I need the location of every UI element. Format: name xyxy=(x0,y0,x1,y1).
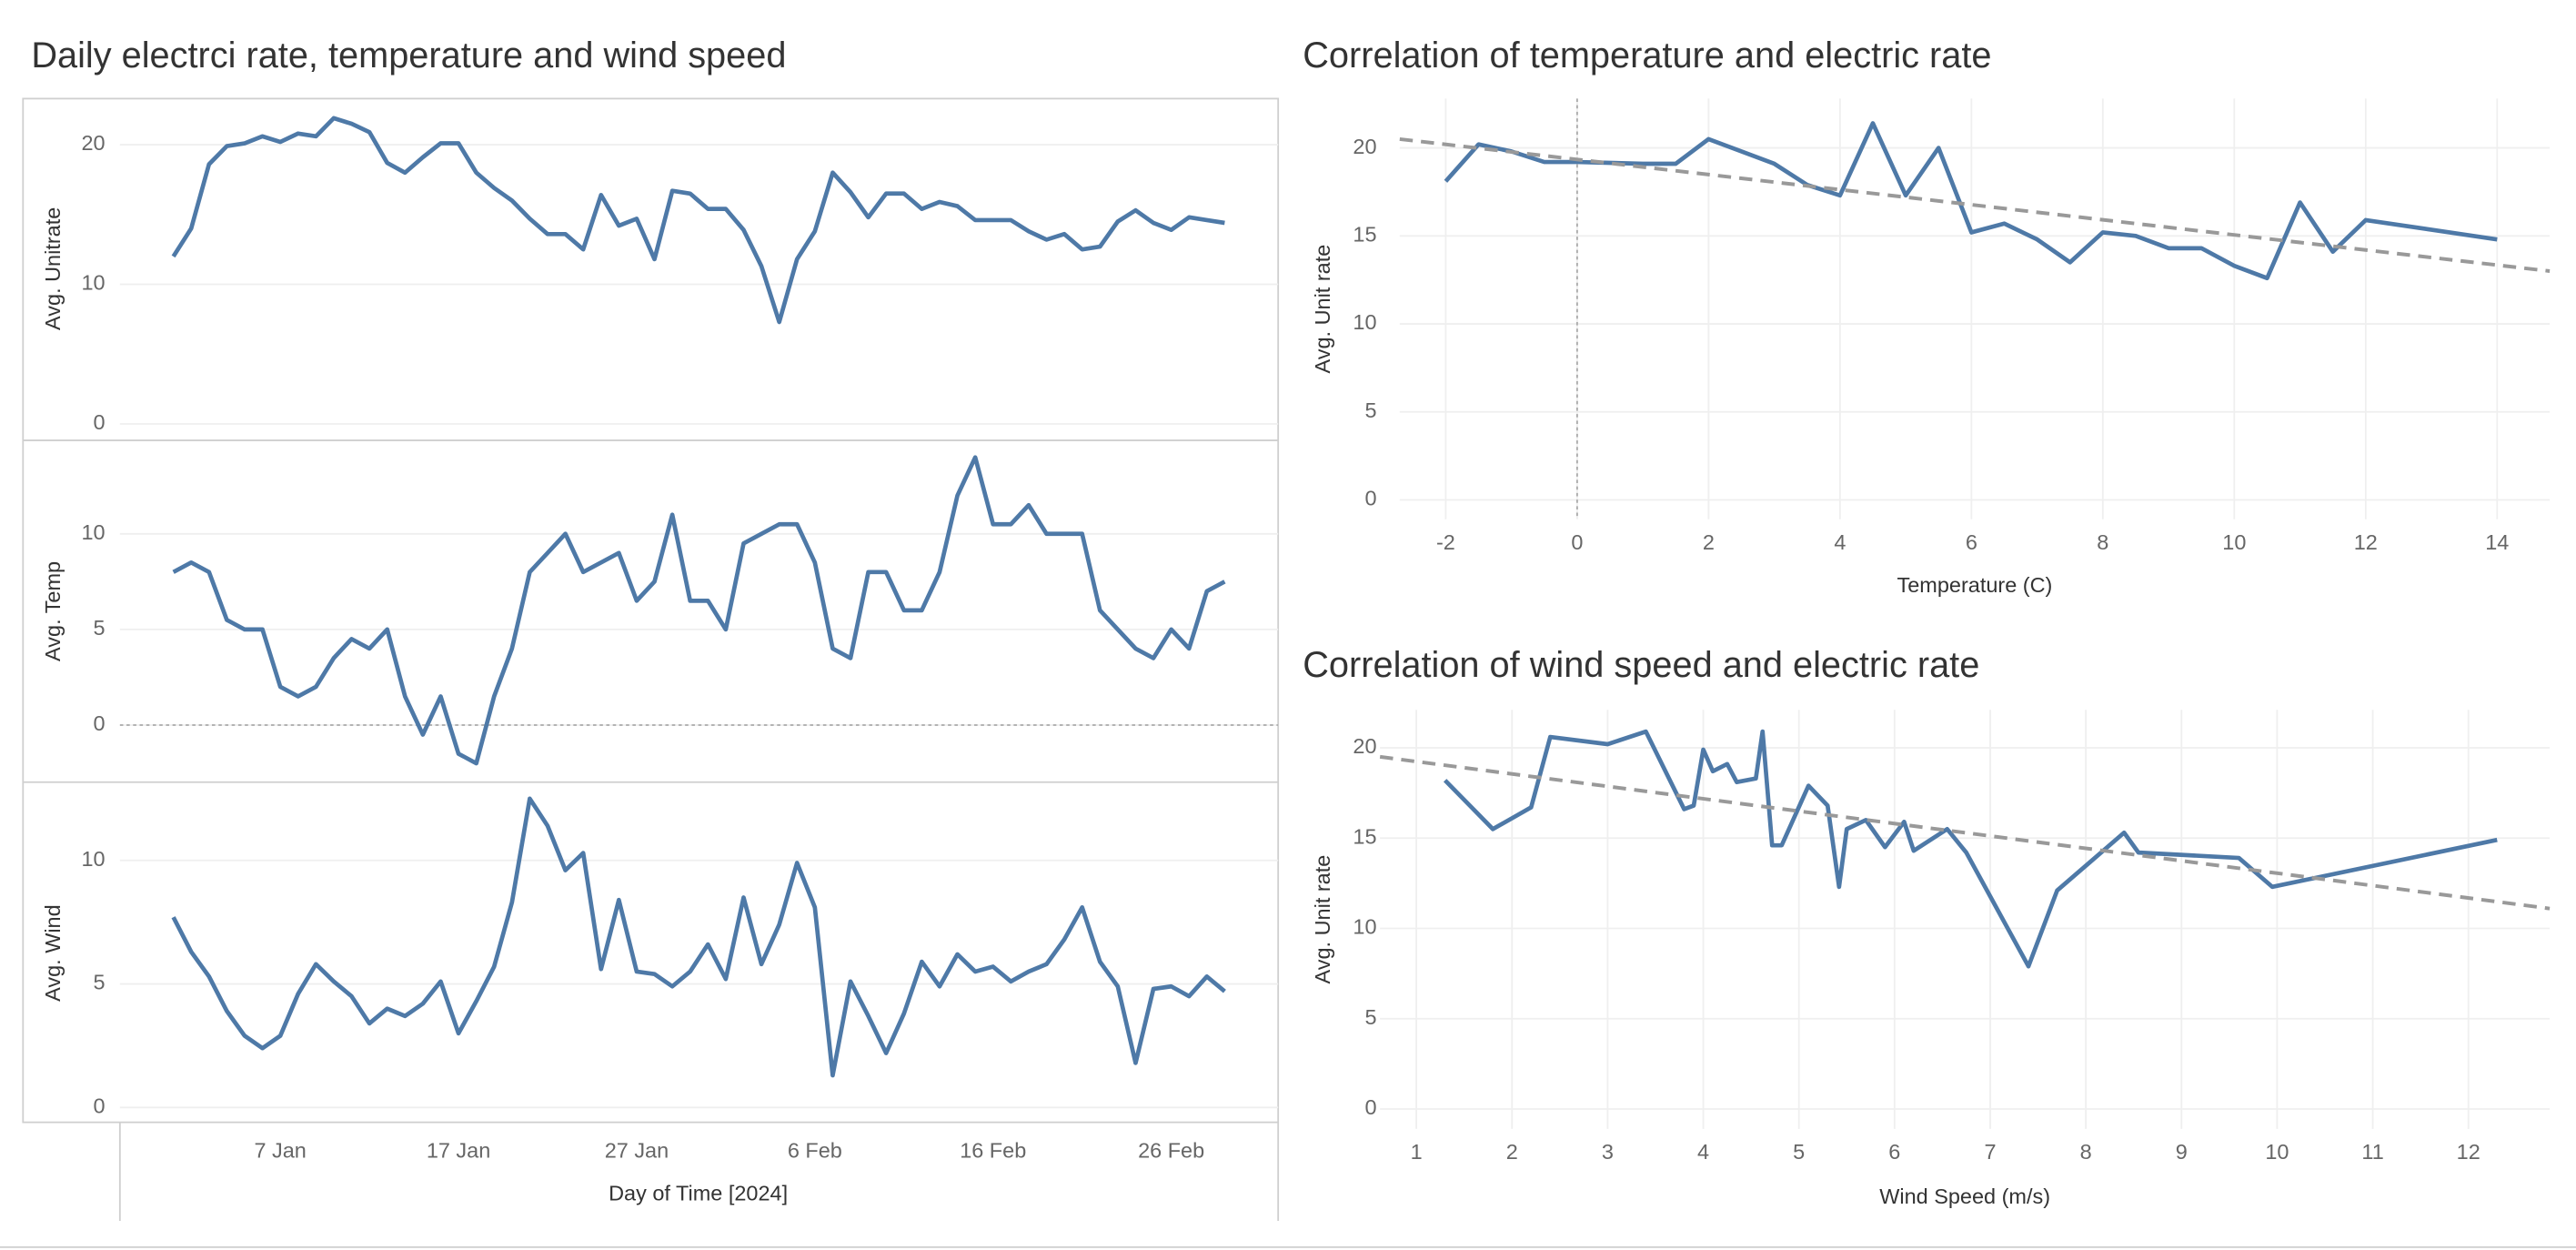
y-axis-title: Avg. Wind xyxy=(41,904,65,1002)
y-tick-label: 0 xyxy=(94,1094,106,1118)
left-frame xyxy=(22,97,1280,1124)
trend-line xyxy=(1379,754,2551,911)
x-tick-label: 1 xyxy=(1411,1140,1423,1164)
y-tick-label: 10 xyxy=(1353,310,1376,334)
y-tick-label: 10 xyxy=(81,271,105,295)
line xyxy=(1444,121,2498,281)
y-tick-label: 0 xyxy=(94,410,106,434)
line xyxy=(172,455,1226,766)
y-tick-label: 20 xyxy=(1353,734,1376,758)
trend-line xyxy=(1399,136,2551,273)
y-tick-label: 5 xyxy=(94,616,106,640)
y-tick-label: 10 xyxy=(81,847,105,871)
x-tick-label: 6 xyxy=(1888,1140,1900,1164)
y-tick-label: 0 xyxy=(94,711,106,735)
y-tick-label: 15 xyxy=(1353,824,1376,848)
x-tick-label: 6 Feb xyxy=(788,1138,842,1162)
x-tick-label: 11 xyxy=(2361,1140,2383,1164)
x-tick-label: 2 xyxy=(1506,1140,1518,1164)
x-tick-label: 8 xyxy=(2097,530,2108,554)
x-tick-label: 8 xyxy=(2080,1140,2092,1164)
x-tick-label: 7 xyxy=(1984,1140,1996,1164)
y-axis-title: Avg. Temp xyxy=(41,561,65,661)
x-axis-title: Temperature (C) xyxy=(1897,573,2053,597)
y-tick-label: 10 xyxy=(1353,915,1376,939)
y-tick-label: 20 xyxy=(81,131,105,155)
x-tick-label: 10 xyxy=(2222,530,2246,554)
chart-title: Daily electrci rate, temperature and win… xyxy=(31,35,786,76)
x-tick-label: 5 xyxy=(1793,1140,1805,1164)
x-tick-label: 6 xyxy=(1966,530,1977,554)
x-tick-label: -2 xyxy=(1436,530,1455,554)
y-axis-title: Avg. Unit rate xyxy=(1311,245,1334,374)
y-tick-label: 20 xyxy=(1353,135,1376,158)
line xyxy=(1443,729,2498,969)
x-tick-label: 4 xyxy=(1697,1140,1709,1164)
x-tick-label: 3 xyxy=(1602,1140,1614,1164)
x-tick-label: 12 xyxy=(2354,530,2378,554)
y-tick-label: 0 xyxy=(1364,1095,1376,1119)
x-tick-label: 12 xyxy=(2457,1140,2480,1164)
x-tick-label: 4 xyxy=(1834,530,1846,554)
x-tick-label: 16 Feb xyxy=(960,1138,1026,1162)
x-axis-title: Wind Speed (m/s) xyxy=(1879,1184,2050,1208)
y-tick-label: 5 xyxy=(1364,1005,1376,1029)
line xyxy=(171,116,1225,325)
x-tick-label: 14 xyxy=(2485,530,2509,554)
x-tick-label: 0 xyxy=(1571,530,1583,554)
y-tick-label: 5 xyxy=(1364,398,1376,422)
y-axis-title: Avg. Unitrate xyxy=(41,207,65,330)
y-tick-label: 0 xyxy=(1364,487,1376,510)
x-tick-label: 2 xyxy=(1703,530,1715,554)
y-axis-title: Avg. Unit rate xyxy=(1311,855,1334,984)
x-tick-label: 26 Feb xyxy=(1138,1138,1204,1162)
y-tick-label: 5 xyxy=(94,971,106,994)
line xyxy=(171,796,1226,1078)
chart-title: Correlation of wind speed and electric r… xyxy=(1303,645,1979,685)
x-tick-label: 7 Jan xyxy=(254,1138,306,1162)
y-tick-label: 15 xyxy=(1353,223,1376,247)
x-tick-label: 17 Jan xyxy=(427,1138,490,1162)
chart-title: Correlation of temperature and electric … xyxy=(1303,35,1991,76)
y-tick-label: 10 xyxy=(81,520,105,544)
x-tick-label: 10 xyxy=(2265,1140,2289,1164)
x-tick-label: 9 xyxy=(2176,1140,2188,1164)
x-axis-title: Day of Time [2024] xyxy=(609,1181,788,1205)
x-tick-label: 27 Jan xyxy=(605,1138,669,1162)
